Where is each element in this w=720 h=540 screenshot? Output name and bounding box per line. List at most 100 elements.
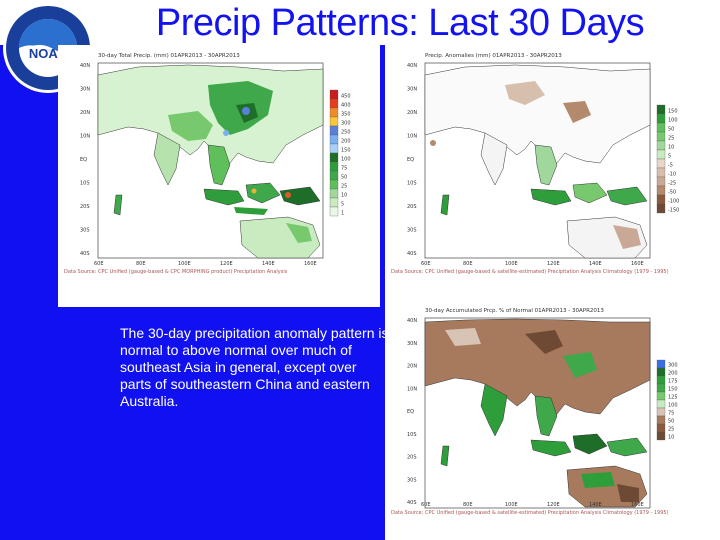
- lat-tick-label: 30S: [407, 228, 417, 234]
- lat-tick-label: 10S: [407, 181, 417, 187]
- lat-tick-label: 10S: [407, 432, 417, 438]
- lon-tick-label: 120E: [220, 261, 233, 267]
- legend-swatch: [329, 89, 339, 100]
- legend-swatch: [329, 206, 339, 217]
- percent-map-title: 30-day Accumulated Prcp. % of Normal 01A…: [425, 308, 604, 314]
- lat-tick-label: 10N: [80, 134, 90, 140]
- legend-label: 100: [341, 157, 351, 163]
- lat-tick-label: 30S: [407, 477, 417, 483]
- anomaly-map-caption: Data Source: CPC Unified (gauge-based & …: [391, 269, 669, 275]
- legend-label: 200: [668, 371, 678, 377]
- legend-swatch: [329, 179, 339, 190]
- legend-swatch: [656, 203, 666, 214]
- legend-label: 1: [341, 211, 344, 217]
- lon-tick-label: 160E: [631, 261, 644, 267]
- legend-swatch: [656, 140, 666, 151]
- lat-tick-label: 40S: [80, 251, 90, 257]
- lat-tick-label: EQ: [407, 157, 414, 163]
- legend-label: 25: [341, 184, 347, 190]
- legend-label: -5: [668, 163, 673, 169]
- legend-swatch: [656, 423, 666, 433]
- lat-tick-label: 20N: [407, 110, 417, 116]
- legend-label: -25: [668, 181, 676, 187]
- legend-label: 250: [341, 130, 351, 136]
- lat-tick-label: 40S: [407, 251, 417, 257]
- legend-swatch: [656, 415, 666, 425]
- anomaly-map: Precip. Anomalies (mm) 01APR2013 - 30APR…: [385, 45, 720, 307]
- legend-swatch: [656, 149, 666, 160]
- legend-label: 5: [668, 154, 671, 160]
- legend-swatch: [329, 170, 339, 181]
- title-band: [0, 0, 720, 45]
- legend-label: 50: [341, 175, 347, 181]
- legend-swatch: [656, 399, 666, 409]
- lat-tick-label: 30N: [407, 87, 417, 93]
- legend-label: 450: [341, 94, 351, 100]
- legend-label: 10: [668, 435, 674, 441]
- legend-swatch: [329, 125, 339, 136]
- lon-tick-label: 60E: [94, 261, 104, 267]
- legend-label: -10: [668, 172, 676, 178]
- legend-swatch: [656, 185, 666, 196]
- legend-label: 175: [668, 379, 678, 385]
- legend-label: 25: [668, 136, 674, 142]
- total-map-title: 30-day Total Precip. (mm) 01APR2013 - 30…: [98, 53, 240, 59]
- legend-swatch: [656, 167, 666, 178]
- legend-label: 350: [341, 112, 351, 118]
- lat-tick-label: 40S: [407, 500, 417, 506]
- legend-label: 150: [668, 387, 678, 393]
- legend-label: 75: [668, 411, 674, 417]
- legend-label: 300: [668, 363, 678, 369]
- legend-swatch: [656, 122, 666, 133]
- legend-label: 50: [668, 127, 674, 133]
- lon-tick-label: 60E: [421, 502, 431, 508]
- lat-tick-label: 20N: [407, 364, 417, 370]
- legend-label: -150: [668, 208, 679, 214]
- legend-label: 100: [668, 403, 678, 409]
- legend-label: 75: [341, 166, 347, 172]
- lon-tick-label: 80E: [463, 502, 473, 508]
- lon-tick-label: 140E: [589, 502, 602, 508]
- legend-label: 50: [668, 419, 674, 425]
- slide-description: The 30-day precipitation anomaly pattern…: [120, 325, 389, 409]
- total-precip-map: 30-day Total Precip. (mm) 01APR2013 - 30…: [58, 45, 380, 307]
- legend-label: 400: [341, 103, 351, 109]
- legend-swatch: [329, 116, 339, 127]
- lon-tick-label: 100E: [178, 261, 191, 267]
- noaa-logo-icon: NOAA: [3, 3, 93, 93]
- lat-tick-label: EQ: [80, 157, 87, 163]
- legend-swatch: [656, 383, 666, 393]
- lon-tick-label: 120E: [547, 261, 560, 267]
- lat-tick-label: 40N: [407, 63, 417, 69]
- percent-normal-map: 30-day Accumulated Prcp. % of Normal 01A…: [385, 300, 720, 540]
- lat-tick-label: 20S: [80, 204, 90, 210]
- lon-tick-label: 100E: [505, 502, 518, 508]
- percent-map-caption: Data Source: CPC Unified (gauge-based & …: [391, 510, 669, 516]
- lon-tick-label: 120E: [547, 502, 560, 508]
- legend-swatch: [329, 98, 339, 109]
- legend-swatch: [329, 188, 339, 199]
- total-map-caption: Data Source: CPC Unified (gauge-based & …: [64, 269, 288, 275]
- legend-swatch: [656, 113, 666, 124]
- legend-swatch: [656, 431, 666, 441]
- lat-tick-label: 10S: [80, 181, 90, 187]
- legend-label: 25: [668, 427, 674, 433]
- lon-tick-label: 160E: [304, 261, 317, 267]
- lat-tick-label: 30S: [80, 228, 90, 234]
- legend-swatch: [656, 367, 666, 377]
- lat-tick-label: 20S: [407, 455, 417, 461]
- lat-tick-label: EQ: [407, 409, 414, 415]
- legend-swatch: [656, 131, 666, 142]
- lat-tick-label: 40N: [80, 63, 90, 69]
- lat-tick-label: 10N: [407, 134, 417, 140]
- legend-label: -100: [668, 199, 679, 205]
- legend-label: -50: [668, 190, 676, 196]
- legend-swatch: [656, 359, 666, 369]
- lon-tick-label: 100E: [505, 261, 518, 267]
- legend-label: 150: [341, 148, 351, 154]
- slide-title: Precip Patterns: Last 30 Days: [155, 2, 645, 44]
- legend-label: 5: [341, 202, 344, 208]
- legend-label: 125: [668, 395, 678, 401]
- legend-swatch: [656, 176, 666, 187]
- anomaly-map-title: Precip. Anomalies (mm) 01APR2013 - 30APR…: [425, 53, 562, 59]
